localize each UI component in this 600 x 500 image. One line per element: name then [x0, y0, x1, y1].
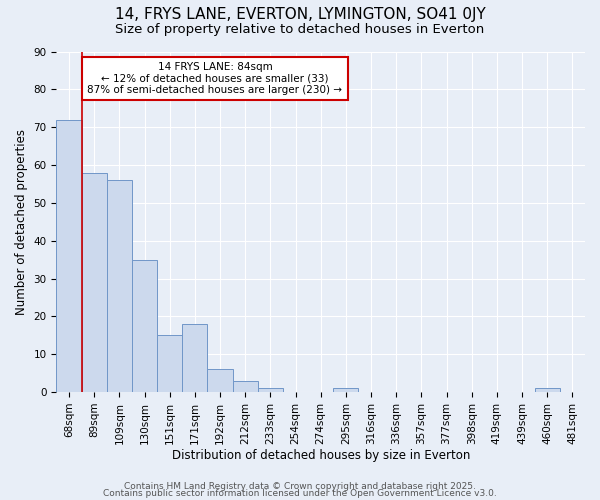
Bar	[132, 260, 157, 392]
Text: Contains HM Land Registry data © Crown copyright and database right 2025.: Contains HM Land Registry data © Crown c…	[124, 482, 476, 491]
Bar	[333, 388, 358, 392]
Bar	[233, 380, 258, 392]
Text: Size of property relative to detached houses in Everton: Size of property relative to detached ho…	[115, 22, 485, 36]
X-axis label: Distribution of detached houses by size in Everton: Distribution of detached houses by size …	[172, 450, 470, 462]
Bar	[535, 388, 560, 392]
Text: 14, FRYS LANE, EVERTON, LYMINGTON, SO41 0JY: 14, FRYS LANE, EVERTON, LYMINGTON, SO41 …	[115, 8, 485, 22]
Y-axis label: Number of detached properties: Number of detached properties	[15, 129, 28, 315]
Text: 14 FRYS LANE: 84sqm
← 12% of detached houses are smaller (33)
87% of semi-detach: 14 FRYS LANE: 84sqm ← 12% of detached ho…	[88, 62, 343, 95]
Text: Contains public sector information licensed under the Open Government Licence v3: Contains public sector information licen…	[103, 489, 497, 498]
Bar	[258, 388, 283, 392]
Bar	[208, 370, 233, 392]
Bar	[107, 180, 132, 392]
Bar	[56, 120, 82, 392]
Bar	[157, 336, 182, 392]
Bar	[82, 172, 107, 392]
Bar	[182, 324, 208, 392]
